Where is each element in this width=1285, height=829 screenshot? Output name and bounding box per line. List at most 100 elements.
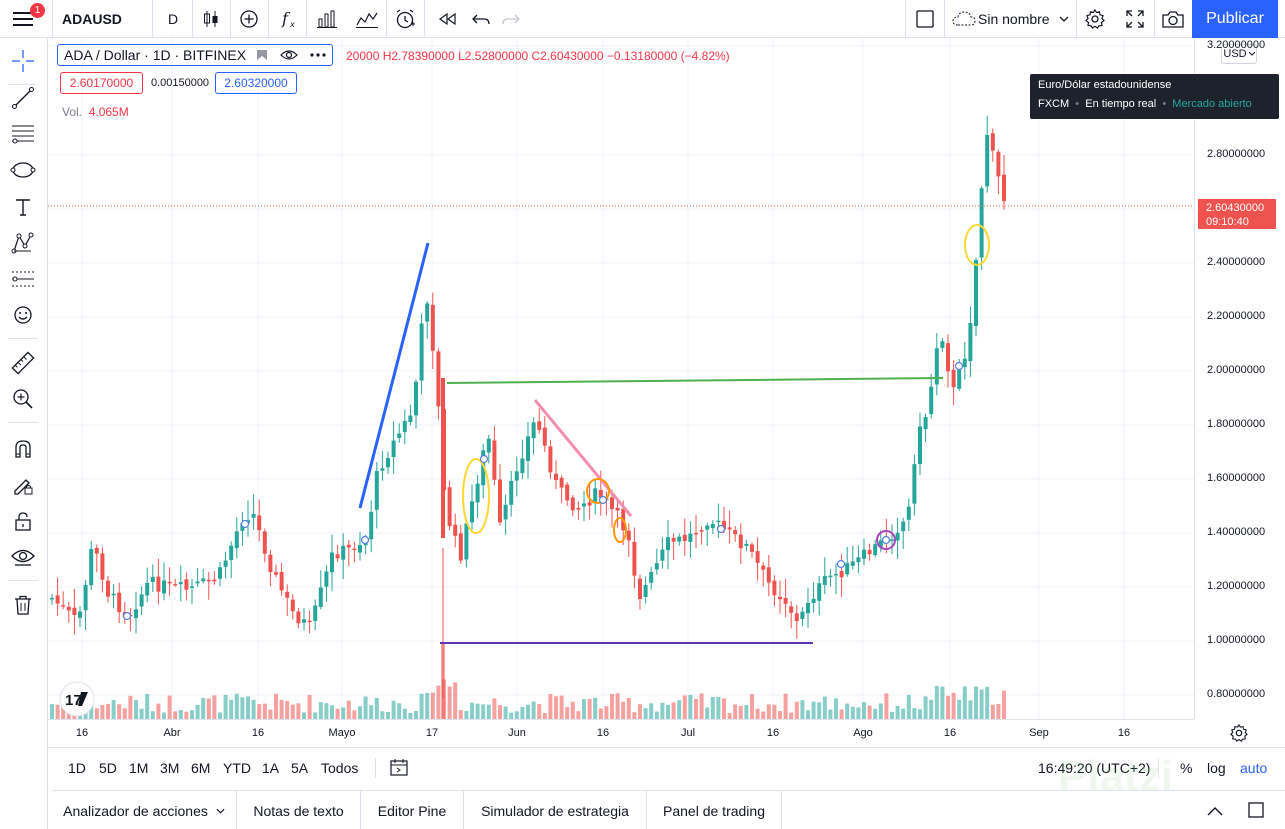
fullscreen-icon[interactable] [1120, 0, 1150, 38]
menu-icon[interactable] [8, 0, 38, 38]
volume-bar [240, 697, 245, 719]
log-scale-toggle[interactable]: log [1207, 760, 1226, 776]
highlight-ellipse-orange[interactable] [586, 478, 610, 504]
highlight-ellipse-magenta[interactable] [876, 530, 896, 550]
candle-body [744, 543, 749, 546]
symbol-legend[interactable]: ADA / Dollar · 1D · BITFINEX [57, 44, 334, 66]
range-5d[interactable]: 5D [99, 760, 117, 776]
time-axis[interactable]: 16 Abr 16 Mayo 17 Jun 16 Jul 16 Ago 16 S… [48, 719, 1194, 747]
magnet-icon[interactable] [8, 434, 38, 464]
eye-icon[interactable] [8, 542, 38, 572]
publish-button[interactable]: Publicar [1192, 0, 1278, 38]
range-5a[interactable]: 5A [291, 760, 309, 776]
gear-icon[interactable] [1080, 0, 1110, 38]
settings-gear-icon[interactable] [1230, 723, 1248, 747]
tab-stock-screener[interactable]: Analizador de acciones [52, 791, 237, 829]
flag-icon[interactable] [256, 49, 268, 61]
candle-body [587, 502, 592, 506]
trash-icon[interactable] [8, 590, 38, 620]
candle-body [632, 541, 637, 576]
buy-price-button[interactable]: 2.60320000 [215, 72, 297, 94]
candle-body [464, 523, 469, 560]
lock-drawing-icon[interactable] [8, 470, 38, 500]
smiley-icon[interactable] [8, 300, 38, 330]
financials-icon[interactable] [312, 0, 342, 38]
sell-price-button[interactable]: 2.60170000 [60, 72, 143, 94]
price-label: 0.80000000 [1207, 688, 1266, 700]
trend-line-blue[interactable] [358, 242, 430, 509]
candle-body [453, 524, 458, 536]
range-3m[interactable]: 3M [160, 760, 180, 776]
event-marker [598, 495, 608, 505]
highlight-ellipse-orange-small[interactable] [613, 517, 627, 543]
candle-body [682, 534, 687, 541]
text-tool-icon[interactable] [8, 192, 38, 222]
candle-body [274, 572, 278, 575]
range-1m[interactable]: 1M [129, 760, 149, 776]
go-to-date-icon[interactable] [389, 758, 409, 781]
maximize-panel-icon[interactable] [1247, 801, 1265, 824]
prediction-tool-icon[interactable] [8, 264, 38, 294]
chevron-down-icon[interactable] [1056, 0, 1072, 38]
range-all[interactable]: Todos [321, 760, 359, 776]
price-chart[interactable]: 17 [48, 38, 1194, 719]
percent-scale-toggle[interactable]: % [1180, 760, 1193, 776]
currency-select[interactable]: USD [1221, 44, 1257, 64]
lock-icon[interactable] [8, 506, 38, 536]
tab-trading-panel[interactable]: Panel de trading [647, 791, 782, 829]
candle-body [324, 571, 329, 587]
trend-line-pink[interactable] [533, 399, 633, 517]
layout-name[interactable]: Sin nombre [978, 11, 1050, 27]
pattern-tool-icon[interactable] [8, 228, 38, 258]
candle-body [626, 530, 631, 541]
shape-ellipse-icon[interactable] [8, 155, 38, 185]
volume-bar [223, 694, 228, 719]
fib-retracement-icon[interactable] [8, 119, 38, 149]
alert-clock-icon[interactable] [390, 0, 420, 38]
candle-body [117, 592, 122, 613]
redo-icon[interactable] [496, 0, 526, 38]
tab-pine-editor[interactable]: Editor Pine [361, 791, 464, 829]
clock-timezone[interactable]: 16:49:20 (UTC+2) [1038, 760, 1151, 776]
price-axis[interactable]: USD 3.20000000 2.80000000 2.40000000 2.2… [1194, 38, 1285, 719]
volume-bar [755, 708, 760, 719]
zoom-in-icon[interactable] [8, 384, 38, 414]
event-markers[interactable] [122, 361, 964, 621]
symbol-search-button[interactable]: ADAUSD [62, 11, 122, 27]
highlight-ellipse-yellow[interactable] [462, 458, 490, 534]
volume-bar [794, 701, 799, 719]
tab-strategy-tester[interactable]: Simulador de estrategia [464, 791, 647, 829]
candles-icon[interactable] [196, 0, 226, 38]
eye-visibility-icon[interactable] [280, 49, 298, 61]
resistance-line-green[interactable] [446, 377, 944, 384]
volume-bar [934, 685, 939, 719]
range-6m[interactable]: 6M [191, 760, 211, 776]
volume-bar [318, 702, 323, 719]
more-options-icon[interactable] [310, 52, 326, 58]
camera-icon[interactable] [1158, 0, 1188, 38]
range-ytd[interactable]: YTD [223, 760, 251, 776]
undo-icon[interactable] [466, 0, 496, 38]
trend-line-icon[interactable] [8, 83, 38, 113]
tab-text-notes[interactable]: Notas de texto [237, 791, 361, 829]
ruler-icon[interactable] [8, 348, 38, 378]
auto-scale-toggle[interactable]: auto [1240, 760, 1268, 776]
compare-add-icon[interactable] [234, 0, 264, 38]
price-label: 2.40000000 [1207, 256, 1266, 268]
volume-bar [117, 704, 122, 719]
volume-bar [341, 707, 346, 719]
range-1a[interactable]: 1A [262, 760, 280, 776]
replay-icon[interactable] [432, 0, 462, 38]
candle-body [811, 598, 816, 603]
candle-body [162, 580, 166, 594]
layout-select-icon[interactable] [910, 0, 940, 38]
templates-icon[interactable] [352, 0, 382, 38]
crosshair-icon[interactable] [8, 46, 38, 76]
range-1d[interactable]: 1D [68, 760, 86, 776]
candle-body [582, 503, 586, 507]
chevron-up-icon[interactable] [1207, 803, 1223, 821]
highlight-ellipse-yellow-top[interactable] [964, 224, 990, 266]
interval-button[interactable]: D [167, 11, 179, 27]
volume-bar [324, 703, 329, 719]
